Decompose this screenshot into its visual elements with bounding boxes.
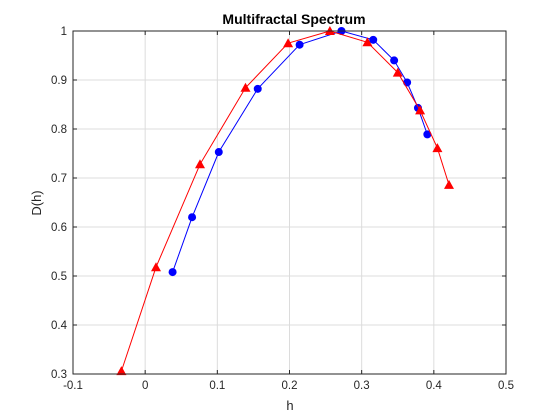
y-tick-label: 0.3 — [51, 369, 67, 381]
data-point — [362, 37, 373, 47]
data-point — [116, 366, 127, 376]
x-tick-label: 0.5 — [498, 380, 514, 392]
data-point — [240, 82, 251, 92]
x-axis-label: h — [286, 398, 293, 413]
y-tick-label: 0.4 — [51, 320, 68, 332]
data-point — [423, 130, 432, 139]
data-point — [168, 268, 177, 277]
y-tick-label: 1 — [61, 26, 67, 38]
y-tick-label: 0.7 — [51, 173, 67, 185]
ticks: -0.1 0 0.1 0.2 0.3 0.4 0.5 0.3 0.4 0.5 0.6 0.7 0.8 0.… — [51, 26, 514, 392]
data-point — [392, 67, 403, 77]
y-tick-label: 0.6 — [51, 222, 67, 234]
data-point — [403, 78, 412, 87]
data-point — [283, 38, 294, 48]
data-point — [432, 143, 443, 153]
data-point — [295, 40, 304, 49]
data-point — [188, 213, 197, 222]
y-axis-label: D(h) — [29, 190, 44, 215]
grid — [72, 30, 507, 375]
data-point — [151, 262, 161, 272]
chart-title: Multifractal Spectrum — [222, 11, 365, 27]
data-point — [390, 56, 399, 65]
data-point — [195, 159, 205, 169]
series-layer — [116, 26, 454, 376]
data-point — [415, 105, 426, 115]
y-tick-label: 0.9 — [51, 75, 67, 87]
data-point — [369, 35, 378, 44]
x-tick-label: -0.1 — [63, 380, 83, 392]
x-tick-label: 0.2 — [282, 380, 298, 392]
x-tick-label: 0.4 — [426, 380, 443, 392]
data-point — [444, 179, 454, 189]
series-1 — [116, 26, 454, 376]
series-line — [120, 30, 450, 372]
x-tick-label: 0.3 — [354, 380, 370, 392]
data-point — [214, 148, 223, 157]
data-point — [253, 84, 262, 93]
series-line — [172, 30, 428, 273]
y-tick-label: 0.5 — [51, 271, 67, 283]
x-tick-label: 0.1 — [209, 380, 225, 392]
x-tick-label: 0 — [142, 380, 148, 392]
y-tick-label: 0.8 — [51, 124, 67, 136]
